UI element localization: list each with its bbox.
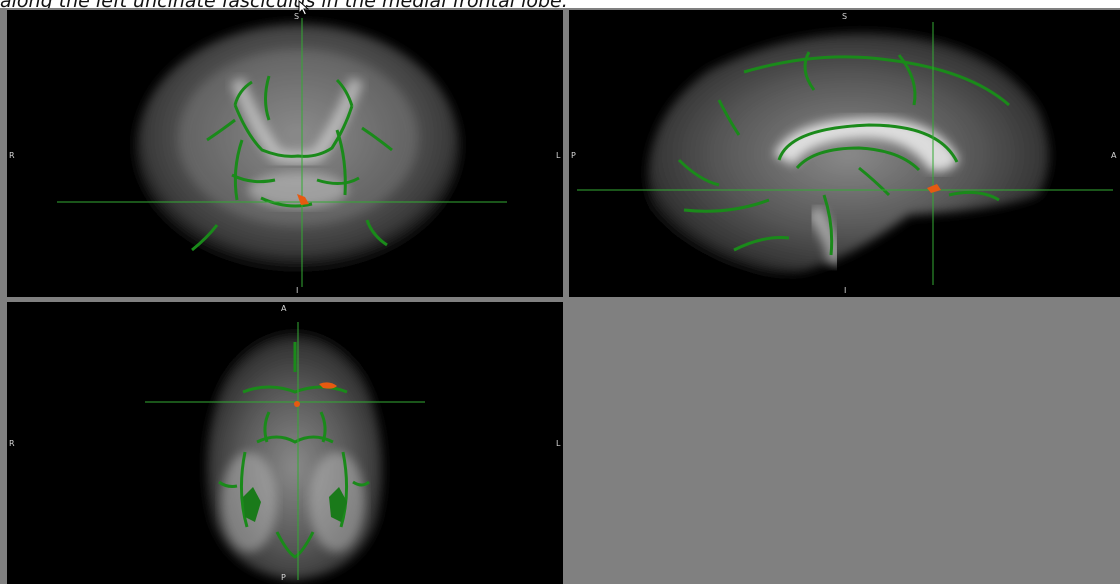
coronal-highlight <box>297 194 309 205</box>
sagittal-view[interactable]: S I P A <box>569 10 1120 297</box>
coronal-label-right: L <box>556 151 561 160</box>
empty-view-panel <box>565 302 1120 584</box>
orthogonal-viewer: S I R L <box>0 8 1120 584</box>
coronal-label-bottom: I <box>296 286 299 295</box>
axial-view[interactable]: A P R L <box>7 302 563 584</box>
sagittal-label-top: S <box>842 12 848 21</box>
axial-brain-image <box>145 322 425 580</box>
axial-label-left: R <box>9 439 15 448</box>
coronal-brain-image <box>57 18 507 287</box>
axial-highlight-1 <box>319 382 337 389</box>
caption-text: along the left uncinate fasciculus in th… <box>0 0 1120 8</box>
axial-label-right: L <box>556 439 561 448</box>
sagittal-label-left: P <box>571 151 576 160</box>
sagittal-label-bottom: I <box>844 286 847 295</box>
axial-highlight-2 <box>294 401 300 407</box>
sagittal-tracts <box>677 51 1010 256</box>
coronal-view[interactable]: S I R L <box>7 10 563 297</box>
axial-label-bottom: P <box>281 573 286 582</box>
mouse-pointer-icon <box>298 0 310 16</box>
axial-label-top: A <box>281 304 287 313</box>
sagittal-label-right: A <box>1111 151 1117 160</box>
coronal-tracts <box>191 75 393 252</box>
coronal-label-top: S <box>294 12 300 21</box>
sagittal-brain-image <box>577 22 1113 285</box>
coronal-label-left: R <box>9 151 15 160</box>
sagittal-highlight <box>927 184 941 193</box>
